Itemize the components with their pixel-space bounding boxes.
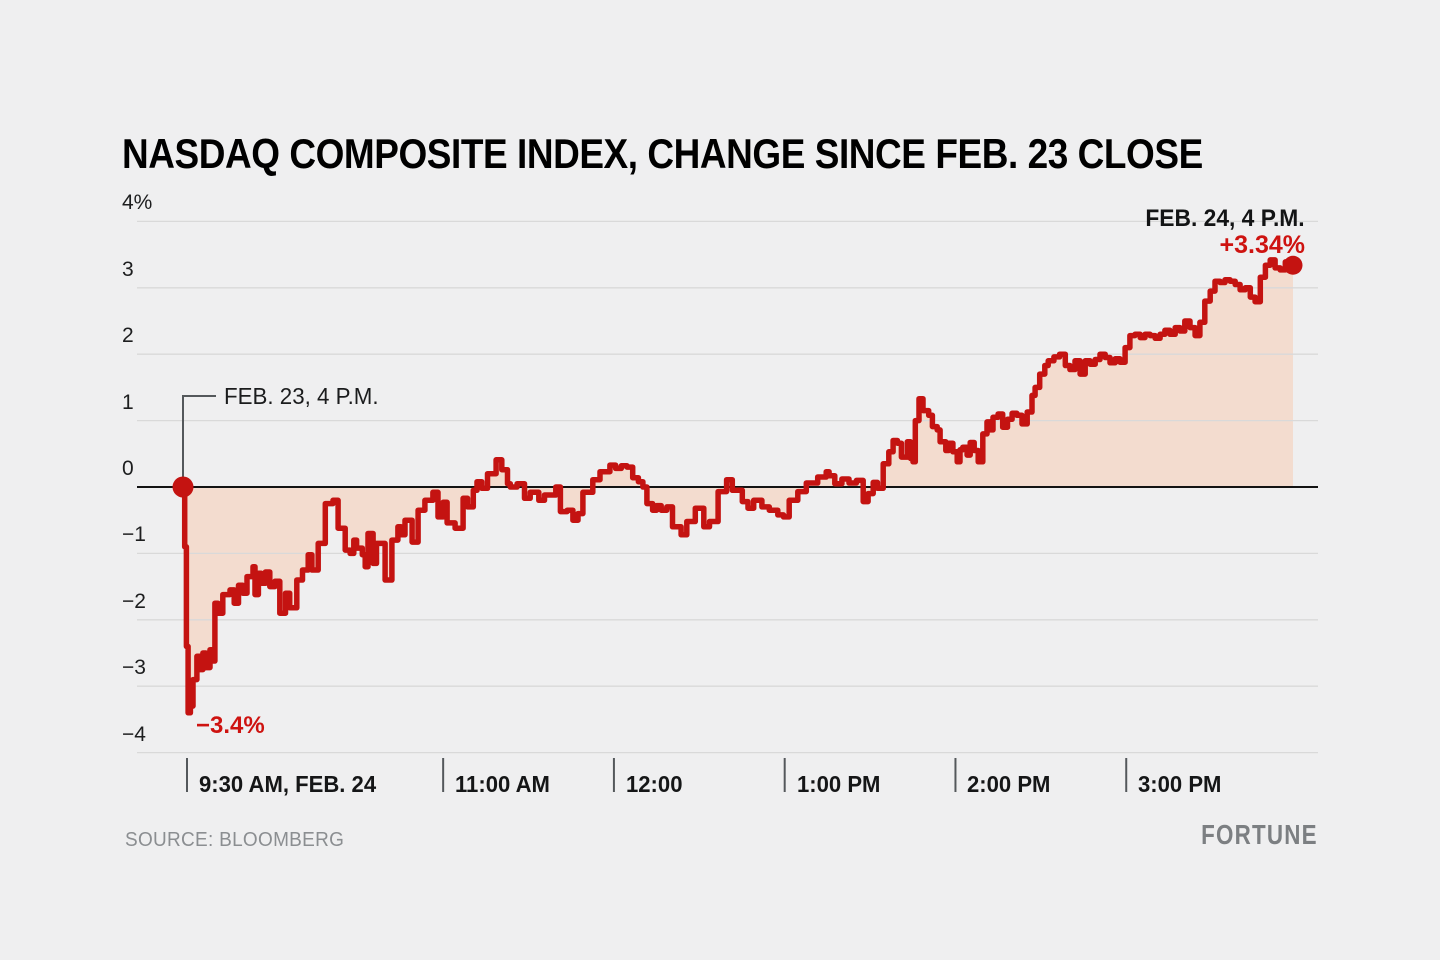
fortune-logo: FORTUNE bbox=[1201, 819, 1318, 850]
end-annotation-value-label: +3.34% bbox=[1219, 231, 1306, 259]
callout-line-layer bbox=[182, 395, 216, 477]
y-tick-label: 1 bbox=[122, 390, 134, 414]
low-annotation-value-label: −3.4% bbox=[196, 712, 265, 739]
y-tick-label: −4 bbox=[122, 722, 146, 746]
x-tick-label: 3:00 PM bbox=[1138, 771, 1222, 797]
endpoint-dot-layer bbox=[172, 255, 1303, 498]
gridline-layer bbox=[137, 220, 1318, 754]
series-line-layer bbox=[180, 257, 1296, 716]
y-tick-label: −2 bbox=[122, 589, 146, 613]
y-tick-label: −3 bbox=[122, 656, 146, 680]
series-line bbox=[180, 257, 1296, 716]
x-tick-label: 11:00 AM bbox=[455, 771, 551, 797]
axis-tick-layer bbox=[186, 758, 1128, 792]
start-point-dot bbox=[172, 476, 194, 498]
source-attribution: SOURCE: BLOOMBERG bbox=[125, 829, 345, 851]
y-tick-label: −1 bbox=[122, 523, 146, 547]
y-tick-label: 0 bbox=[122, 457, 134, 480]
y-tick-label: 4% bbox=[122, 191, 153, 215]
y-tick-label: 3 bbox=[122, 257, 134, 281]
end-annotation-time-label: FEB. 24, 4 P.M. bbox=[1145, 205, 1305, 232]
end-point-dot bbox=[1283, 255, 1303, 275]
x-tick-label: 9:30 AM, FEB. 24 bbox=[199, 771, 377, 797]
start-annotation-label: FEB. 23, 4 P.M. bbox=[224, 383, 379, 409]
x-tick-label: 1:00 PM bbox=[796, 771, 881, 797]
x-tick-label: 2:00 PM bbox=[967, 771, 1051, 797]
x-tick-label: 12:00 bbox=[625, 771, 683, 797]
y-tick-label: 2 bbox=[122, 324, 134, 348]
chart-title: NASDAQ COMPOSITE INDEX, CHANGE SINCE FEB… bbox=[122, 130, 1203, 177]
start-callout-line bbox=[182, 395, 216, 477]
